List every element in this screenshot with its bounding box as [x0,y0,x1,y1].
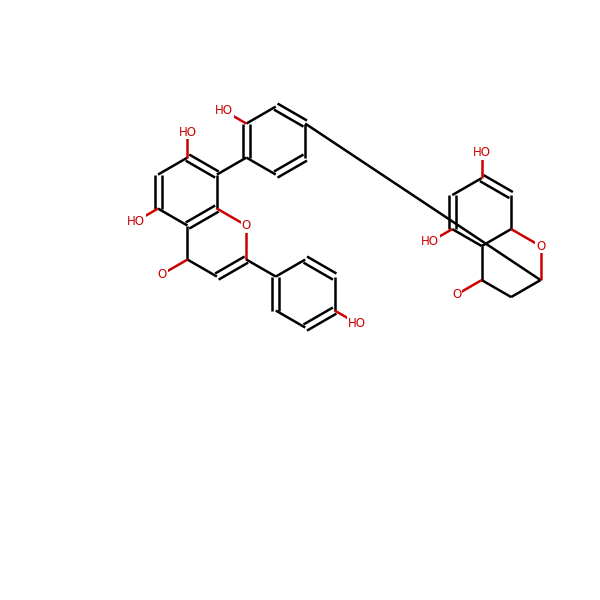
Text: HO: HO [421,235,439,248]
Text: O: O [536,239,545,253]
Text: O: O [242,219,251,232]
Text: HO: HO [127,215,145,228]
Text: HO: HO [473,146,491,159]
Text: HO: HO [348,317,366,330]
Text: HO: HO [178,125,196,139]
Text: O: O [158,268,167,281]
Text: O: O [452,288,461,301]
Text: HO: HO [215,104,233,118]
